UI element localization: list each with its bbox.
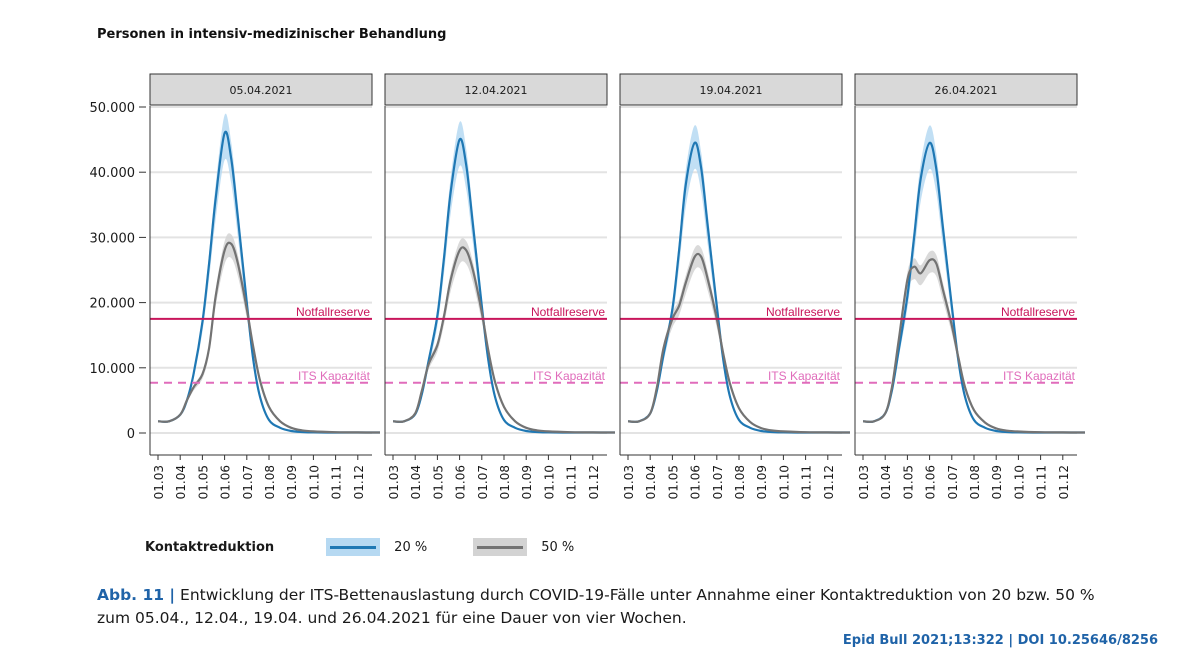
x-tick-label: 01.12 xyxy=(822,465,836,499)
caption-prefix: Abb. 11 | xyxy=(97,586,176,604)
panel-title: 05.04.2021 xyxy=(230,84,293,97)
y-tick-label: 30.000 xyxy=(90,231,136,246)
x-tick-label: 01.11 xyxy=(800,465,814,499)
x-tick-label: 01.04 xyxy=(174,465,188,499)
x-tick-label: 01.05 xyxy=(431,465,445,499)
x-tick-label: 01.06 xyxy=(689,465,703,499)
legend-item-50: 50 % xyxy=(473,538,574,556)
panel-title: 19.04.2021 xyxy=(700,84,763,97)
x-tick-label: 01.05 xyxy=(901,465,915,499)
figure-caption: Abb. 11 | Entwicklung der ITS-Bettenausl… xyxy=(97,584,1097,630)
series-line-20 xyxy=(157,130,380,434)
x-tick-label: 01.08 xyxy=(498,465,512,499)
series-band-50 xyxy=(158,233,380,433)
x-tick-label: 01.11 xyxy=(330,465,344,499)
legend-label-20: 20 % xyxy=(394,539,428,555)
x-tick-label: 01.04 xyxy=(644,465,658,499)
panel-2: 12.04.2021 Notfallreserve ITS Kapazität 01.… xyxy=(384,73,616,499)
citation-footer: Epid Bull 2021;13:322 | DOI 10.25646/825… xyxy=(842,633,1158,648)
notfallreserve-label: Notfallreserve xyxy=(296,305,370,319)
x-tick-label: 01.12 xyxy=(352,465,366,499)
y-axis-title: Personen in intensiv-medizinischer Behan… xyxy=(97,27,447,42)
panel-4: 26.04.2021 Notfallreserve ITS Kapazität 01.… xyxy=(854,73,1086,499)
x-tick-label: 01.12 xyxy=(587,465,601,499)
series-line-20 xyxy=(627,141,850,434)
x-tick-label: 01.08 xyxy=(263,465,277,499)
panel-title: 26.04.2021 xyxy=(935,84,998,97)
x-tick-label: 01.08 xyxy=(733,465,747,499)
panel-1: 05.04.2021 Notfallreserve ITS Kapazität 01.… xyxy=(149,73,381,499)
y-tick-label: 20.000 xyxy=(90,297,136,312)
x-tick-label: 01.03 xyxy=(622,465,636,499)
y-tick-label: 0 xyxy=(127,427,135,442)
its-kapazitaet-label: ITS Kapazität xyxy=(533,369,606,383)
x-tick-label: 01.09 xyxy=(755,465,769,499)
its-kapazitaet-label: ITS Kapazität xyxy=(1003,369,1076,383)
x-tick-label: 01.07 xyxy=(241,465,255,499)
series-line-50 xyxy=(157,241,381,434)
x-tick-label: 01.11 xyxy=(565,465,579,499)
legend-swatch-50 xyxy=(473,538,528,556)
legend-title: Kontaktreduktion xyxy=(145,539,275,555)
x-tick-label: 01.12 xyxy=(1057,465,1071,499)
series-line-50 xyxy=(627,252,851,434)
x-tick-label: 01.05 xyxy=(196,465,210,499)
panel-strip xyxy=(854,73,1078,106)
caption-text: Entwicklung der ITS-Bettenauslastung dur… xyxy=(97,586,1095,627)
x-tick-label: 01.03 xyxy=(387,465,401,499)
panel-strip xyxy=(619,73,843,106)
series-band-20 xyxy=(393,121,615,433)
series-band-50 xyxy=(393,238,615,433)
x-tick-label: 01.10 xyxy=(542,465,556,499)
x-tick-label: 01.06 xyxy=(454,465,468,499)
notfallreserve-label: Notfallreserve xyxy=(531,305,605,319)
its-kapazitaet-label: ITS Kapazität xyxy=(298,369,371,383)
legend: Kontaktreduktion 20 % 50 % xyxy=(145,536,620,558)
its-kapazitaet-label: ITS Kapazität xyxy=(768,369,841,383)
series-line-50 xyxy=(862,258,1086,434)
legend-label-50: 50 % xyxy=(541,539,575,555)
x-tick-label: 01.10 xyxy=(1012,465,1026,499)
x-tick-label: 01.09 xyxy=(285,465,299,499)
x-tick-label: 01.04 xyxy=(879,465,893,499)
series-line-50 xyxy=(392,246,616,434)
x-tick-label: 01.06 xyxy=(924,465,938,499)
panel-3: 19.04.2021 Notfallreserve ITS Kapazität 01.… xyxy=(619,73,851,499)
series-band-50 xyxy=(628,244,850,433)
panel-strip xyxy=(384,73,608,106)
legend-item-20: 20 % xyxy=(326,538,427,556)
x-tick-label: 01.11 xyxy=(1035,465,1049,499)
x-tick-label: 01.07 xyxy=(476,465,490,499)
x-tick-label: 01.10 xyxy=(777,465,791,499)
x-tick-label: 01.08 xyxy=(968,465,982,499)
x-tick-label: 01.04 xyxy=(409,465,423,499)
x-tick-label: 01.03 xyxy=(857,465,871,499)
chart-canvas: 0 10.000 20.000 30.000 40.000 50.000 05.04.202… xyxy=(90,73,1086,499)
y-tick-label: 40.000 xyxy=(90,166,136,181)
x-tick-label: 01.03 xyxy=(152,465,166,499)
x-tick-label: 01.09 xyxy=(990,465,1004,499)
x-tick-label: 01.07 xyxy=(946,465,960,499)
series-band-50 xyxy=(863,250,1085,433)
notfallreserve-label: Notfallreserve xyxy=(766,305,840,319)
x-tick-label: 01.06 xyxy=(219,465,233,499)
x-tick-label: 01.07 xyxy=(711,465,725,499)
x-tick-label: 01.05 xyxy=(666,465,680,499)
series-line-20 xyxy=(392,137,615,434)
x-tick-label: 01.09 xyxy=(520,465,534,499)
panel-strip xyxy=(149,73,373,106)
legend-swatch-20 xyxy=(326,538,381,556)
panel-title: 12.04.2021 xyxy=(465,84,528,97)
notfallreserve-label: Notfallreserve xyxy=(1001,305,1075,319)
series-line-20 xyxy=(862,141,1085,434)
x-tick-label: 01.10 xyxy=(307,465,321,499)
y-tick-label: 50.000 xyxy=(90,101,136,116)
y-tick-label: 10.000 xyxy=(90,362,136,377)
